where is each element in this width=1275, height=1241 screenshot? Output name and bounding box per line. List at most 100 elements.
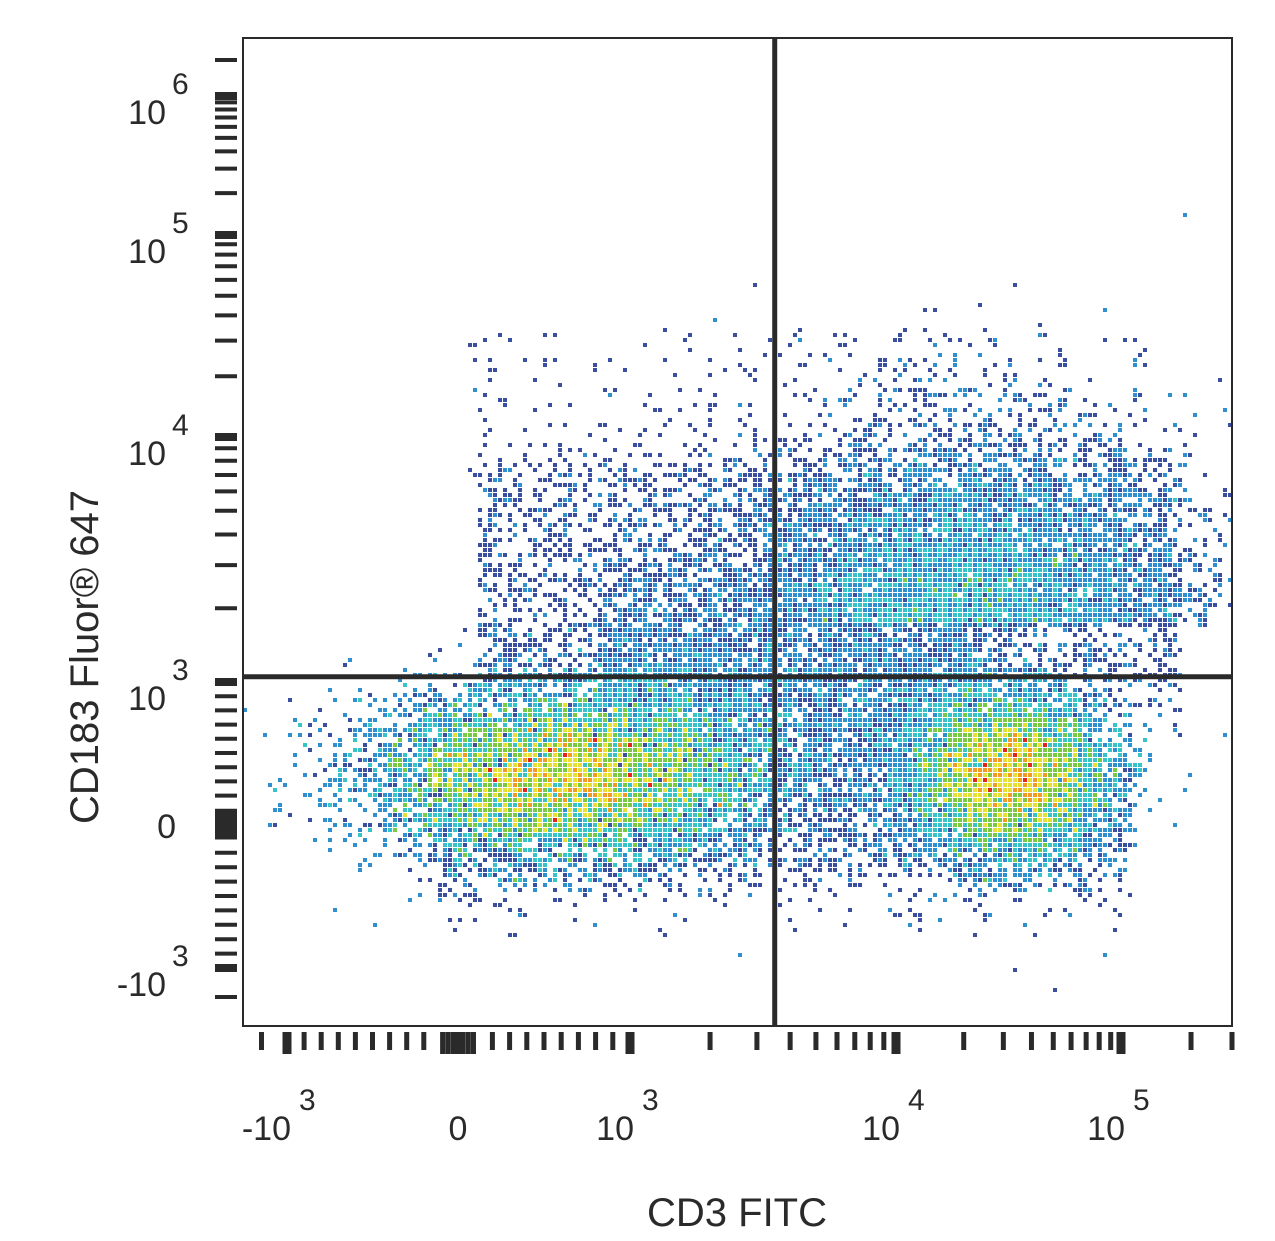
density-cell: [783, 613, 787, 617]
density-cell: [613, 618, 617, 622]
density-cell: [518, 473, 522, 477]
density-cell: [1173, 603, 1177, 607]
density-cell: [808, 553, 812, 557]
density-cell: [948, 608, 952, 612]
density-cell: [1148, 603, 1152, 607]
density-cell: [1023, 663, 1027, 667]
density-cell: [1088, 523, 1092, 527]
density-cell: [1053, 563, 1057, 567]
density-cell: [503, 648, 507, 652]
density-cell: [973, 623, 977, 627]
density-cell: [828, 543, 832, 547]
density-cell: [728, 653, 732, 657]
density-cell: [1113, 668, 1117, 672]
density-cell: [1173, 423, 1177, 427]
density-cell: [853, 558, 857, 562]
density-cell: [598, 593, 602, 597]
density-cell: [578, 568, 582, 572]
density-cell: [903, 403, 907, 407]
density-cell: [918, 613, 922, 617]
density-cell: [948, 453, 952, 457]
density-cell: [838, 628, 842, 632]
density-cell: [508, 583, 512, 587]
density-cell: [1088, 553, 1092, 557]
density-cell: [1143, 623, 1147, 627]
density-cell: [1053, 488, 1057, 492]
density-cell: [953, 363, 957, 367]
density-cell: [753, 528, 757, 532]
density-cell: [638, 523, 642, 527]
density-cell: [1068, 628, 1072, 632]
density-cell: [913, 648, 917, 652]
density-cell: [1053, 493, 1057, 497]
density-cell: [933, 393, 937, 397]
density-cell: [628, 538, 632, 542]
density-cell: [1138, 523, 1142, 527]
density-cell: [903, 458, 907, 462]
density-cell: [648, 638, 652, 642]
density-cell: [863, 523, 867, 527]
density-cell: [958, 583, 962, 587]
density-cell: [713, 643, 717, 647]
density-cell: [848, 593, 852, 597]
density-cell: [893, 658, 897, 662]
density-cell: [663, 488, 667, 492]
density-cell: [698, 513, 702, 517]
density-cell: [608, 653, 612, 657]
density-cell: [928, 598, 932, 602]
density-cell: [518, 563, 522, 567]
density-cell: [1028, 458, 1032, 462]
density-cell: [1178, 648, 1182, 652]
density-cell: [798, 653, 802, 657]
density-cell: [843, 563, 847, 567]
density-cell: [518, 643, 522, 647]
density-cell: [818, 618, 822, 622]
density-cell: [1038, 393, 1042, 397]
density-cell: [683, 653, 687, 657]
density-cell: [1198, 513, 1202, 517]
density-cell: [708, 373, 712, 377]
density-cell: [558, 548, 562, 552]
density-cell: [713, 623, 717, 627]
density-cell: [933, 308, 937, 312]
density-cell: [828, 493, 832, 497]
density-cell: [688, 538, 692, 542]
density-cell: [588, 643, 592, 647]
density-cell: [873, 663, 877, 667]
density-cell: [1008, 563, 1012, 567]
density-cell: [908, 583, 912, 587]
density-cell: [1143, 528, 1147, 532]
density-cell: [1138, 488, 1142, 492]
density-cell: [1098, 533, 1102, 537]
density-cell: [868, 498, 872, 502]
density-cell: [938, 458, 942, 462]
density-cell: [988, 423, 992, 427]
density-cell: [833, 488, 837, 492]
density-cell: [513, 658, 517, 662]
density-cell: [883, 538, 887, 542]
density-cell: [888, 473, 892, 477]
density-cell: [993, 478, 997, 482]
density-cell: [913, 448, 917, 452]
density-cell: [1173, 623, 1177, 627]
density-cell: [808, 593, 812, 597]
density-cell: [708, 613, 712, 617]
density-cell: [813, 478, 817, 482]
density-cell: [973, 598, 977, 602]
density-cell: [508, 643, 512, 647]
density-cell: [683, 518, 687, 522]
density-cell: [873, 578, 877, 582]
density-cell: [1143, 588, 1147, 592]
density-cell: [938, 583, 942, 587]
density-cell: [748, 533, 752, 537]
density-cell: [668, 613, 672, 617]
density-cell: [1133, 513, 1137, 517]
density-cell: [623, 563, 627, 567]
density-cell: [778, 658, 782, 662]
density-cell: [1003, 643, 1007, 647]
density-cell: [988, 458, 992, 462]
density-cell: [668, 593, 672, 597]
density-cell: [1058, 563, 1062, 567]
density-cell: [853, 448, 857, 452]
density-cell: [638, 633, 642, 637]
